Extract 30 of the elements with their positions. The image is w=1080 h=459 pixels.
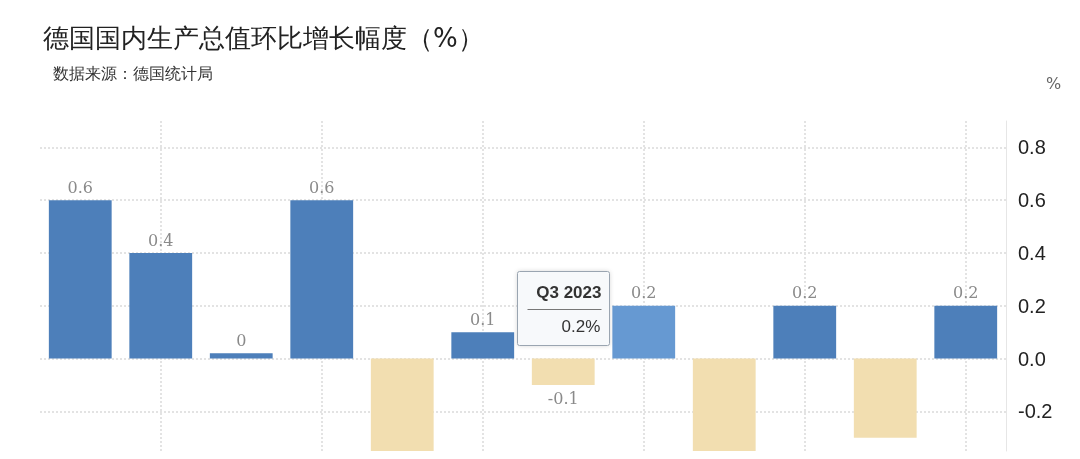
chart-title: 德国国内生产总值环比增长幅度（%）: [43, 23, 484, 53]
y-tick-label: 0.4: [1018, 242, 1046, 264]
data-label: 0: [236, 330, 247, 350]
annotation: Q3 2023: [536, 282, 602, 302]
data-label: -0.1: [547, 388, 579, 408]
bar: [209, 353, 273, 359]
bar: [290, 200, 354, 359]
data-label: 0.2: [792, 283, 818, 303]
y-tick-label: -0.2: [1018, 400, 1053, 423]
bar: [531, 358, 595, 385]
y-tick-label: 0.0: [1018, 347, 1046, 370]
y-tick-label: 0.2: [1018, 294, 1046, 317]
bar: [853, 358, 917, 438]
data-label: 0.2: [631, 283, 657, 303]
data-label: 0.2: [953, 283, 979, 303]
bar: [370, 358, 434, 451]
bar: [129, 253, 193, 359]
data-label: 0.6: [309, 177, 335, 197]
annotation: 0.2%: [561, 316, 601, 336]
chart-subtitle: 数据来源：德国统计局: [53, 63, 213, 83]
bar: [934, 305, 998, 359]
data-label: 0.1: [470, 309, 496, 329]
data-label: 0.4: [148, 230, 174, 250]
bar: [48, 200, 112, 359]
bar: [692, 358, 756, 451]
y-axis-title: %: [1046, 73, 1062, 93]
bar: [773, 305, 837, 359]
y-tick-label: 0.6: [1018, 189, 1046, 212]
y-tick-label: 0.8: [1018, 136, 1046, 159]
data-label: 0.6: [67, 177, 93, 197]
